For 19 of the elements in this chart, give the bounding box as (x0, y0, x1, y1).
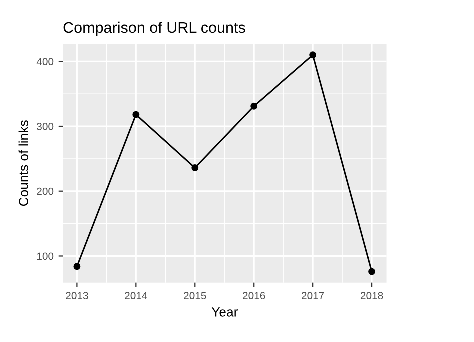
y-tick-label: 200 (37, 188, 54, 196)
y-tick-label: 300 (37, 123, 54, 130)
point (132, 111, 140, 118)
y-axis-title: Counts of links (18, 120, 28, 206)
y-tick-label: 100 (37, 252, 54, 260)
x-tick-label: 2014 (125, 292, 148, 300)
x-tick-label: 2016 (243, 292, 266, 300)
point (192, 164, 199, 172)
point (74, 263, 81, 270)
x-tick-label: 2015 (184, 292, 206, 300)
point (368, 268, 376, 276)
point (250, 102, 258, 110)
point (310, 52, 317, 59)
x-tick-label: 2017 (302, 292, 324, 300)
y-tick-label: 400 (36, 58, 54, 66)
x-tick-label: 2018 (360, 292, 384, 300)
x-axis-title: Year (212, 308, 238, 317)
chart-title: Comparison of URL counts (64, 22, 246, 36)
x-tick-label: 2013 (66, 292, 88, 300)
